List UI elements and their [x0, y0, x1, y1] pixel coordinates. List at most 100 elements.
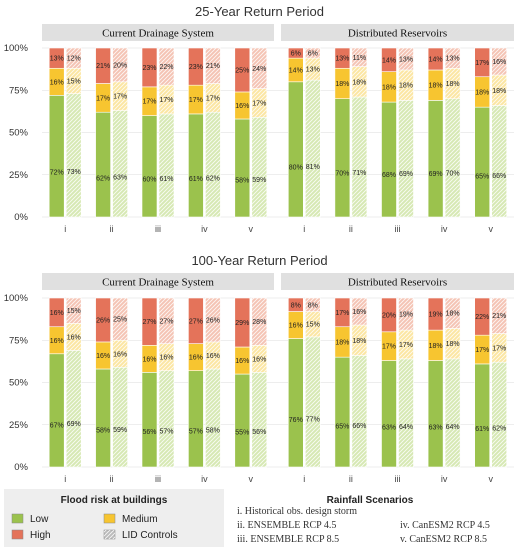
legend-area: Flood risk at buildings Low Medium High …	[4, 489, 224, 547]
data-label: 17%	[96, 95, 110, 102]
y-tick-label: 100%	[4, 293, 29, 304]
panel-title: Current Drainage System	[102, 28, 214, 40]
bar-segment-low	[141, 372, 158, 468]
bar-segment-low	[188, 370, 204, 468]
data-label: 27%	[142, 319, 156, 326]
y-tick-label: 25%	[9, 420, 29, 431]
panel-distributed-reservoirs: Distributed Reservoirs 80% 14% 6% 81% 13% 6% i 7…	[281, 24, 514, 234]
bar-hatch-lid	[205, 368, 221, 467]
data-label: 21%	[96, 63, 110, 70]
bar-hatch-lid	[251, 88, 267, 118]
bar-segment-high	[474, 47, 491, 78]
data-label: 20%	[382, 312, 396, 319]
data-label: 18%	[335, 339, 349, 346]
data-label: 16%	[142, 356, 156, 363]
bar-segment-high	[427, 47, 444, 71]
bar-hatch-lid	[445, 358, 461, 467]
scenario-iv: iv. CanESM2 RCP 4.5	[400, 520, 490, 531]
y-tick-label: 75%	[9, 85, 29, 96]
bar-hatch-lid	[491, 333, 507, 363]
bar-segment-low	[381, 360, 397, 468]
bar-segment-low	[474, 106, 491, 218]
legend-swatch-high	[11, 529, 24, 540]
bar-segment-high	[234, 297, 251, 348]
bar-segment-low	[234, 118, 251, 218]
data-label: 58%	[96, 428, 110, 435]
data-label: 55%	[235, 429, 249, 436]
bar-segment-low	[287, 338, 304, 468]
category-label: iii	[395, 224, 401, 234]
bar-segment-high	[287, 297, 304, 312]
data-label: 63%	[113, 175, 127, 182]
bar-hatch-lid	[398, 48, 414, 70]
data-label: 60%	[142, 177, 156, 184]
scenario-ii: ii. ENSEMBLE RCP 4.5	[237, 520, 336, 531]
scenarios-legend: Rainfall Scenarios i. Historical obs. de…	[237, 495, 490, 545]
legend-title: Flood risk at buildings	[61, 495, 168, 506]
bar-hatch-lid	[205, 48, 221, 84]
bar-hatch-lid	[351, 325, 367, 356]
data-label: 18%	[446, 81, 460, 88]
bar-hatch-lid	[351, 66, 367, 98]
bar-segment-high	[95, 47, 111, 84]
data-label: 73%	[67, 169, 81, 176]
data-label: 59%	[113, 427, 127, 434]
bar-hatch-lid	[205, 298, 221, 342]
bar-segment-low	[334, 98, 351, 218]
bar-segment-high	[141, 47, 158, 88]
y-tick-label: 50%	[9, 128, 29, 139]
data-label: 6%	[291, 51, 301, 58]
bar-segment-high	[188, 297, 204, 344]
bar-segment-high	[287, 47, 304, 59]
category-label: i	[64, 224, 66, 234]
panel-header	[281, 24, 514, 41]
category-label: i	[303, 474, 305, 484]
data-label: 15%	[306, 322, 320, 329]
bar-segment-low	[141, 115, 158, 218]
data-label: 17%	[252, 100, 266, 107]
data-label: 21%	[206, 63, 220, 70]
bar-hatch-lid	[251, 117, 267, 217]
data-label: 25%	[113, 317, 127, 324]
bar-hatch-lid	[205, 341, 221, 369]
data-label: 61%	[189, 176, 203, 183]
data-label: 58%	[235, 178, 249, 185]
bar-hatch-lid	[398, 298, 414, 331]
bar-hatch-lid	[251, 48, 267, 89]
data-label: 15%	[67, 308, 81, 315]
data-label: 61%	[159, 176, 173, 183]
data-label: 13%	[335, 56, 349, 63]
bar-hatch-lid	[305, 298, 321, 312]
bar-segment-low	[381, 101, 397, 218]
data-label: 72%	[50, 169, 64, 176]
bar-hatch-lid	[398, 330, 414, 359]
panel-title: Current Drainage System	[102, 277, 214, 289]
data-label: 25%	[235, 67, 249, 74]
data-label: 69%	[67, 421, 81, 428]
data-label: 62%	[206, 175, 220, 182]
data-label: 18%	[475, 89, 489, 96]
data-label: 13%	[50, 56, 64, 63]
data-label: 14%	[429, 56, 443, 63]
data-label: 16%	[252, 356, 266, 363]
panel-title: Distributed Reservoirs	[348, 277, 447, 289]
data-label: 58%	[206, 428, 220, 435]
data-label: 17%	[475, 60, 489, 67]
data-label: 28%	[252, 319, 266, 326]
scenarios-title: Rainfall Scenarios	[327, 495, 414, 506]
category-label: iii	[155, 474, 161, 484]
bar-hatch-lid	[351, 48, 367, 67]
legend-label-lid: LID Controls	[122, 530, 178, 541]
data-label: 17%	[492, 345, 506, 352]
bar-segment-high	[141, 297, 158, 346]
data-label: 26%	[96, 317, 110, 324]
data-label: 16%	[113, 351, 127, 358]
data-label: 17%	[399, 342, 413, 349]
legend-label-medium: Medium	[122, 514, 158, 525]
bar-hatch-lid	[112, 340, 128, 368]
data-label: 62%	[96, 175, 110, 182]
bar-hatch-lid	[66, 350, 82, 467]
data-label: 12%	[67, 56, 81, 63]
data-label: 15%	[67, 78, 81, 85]
data-label: 80%	[289, 165, 303, 172]
